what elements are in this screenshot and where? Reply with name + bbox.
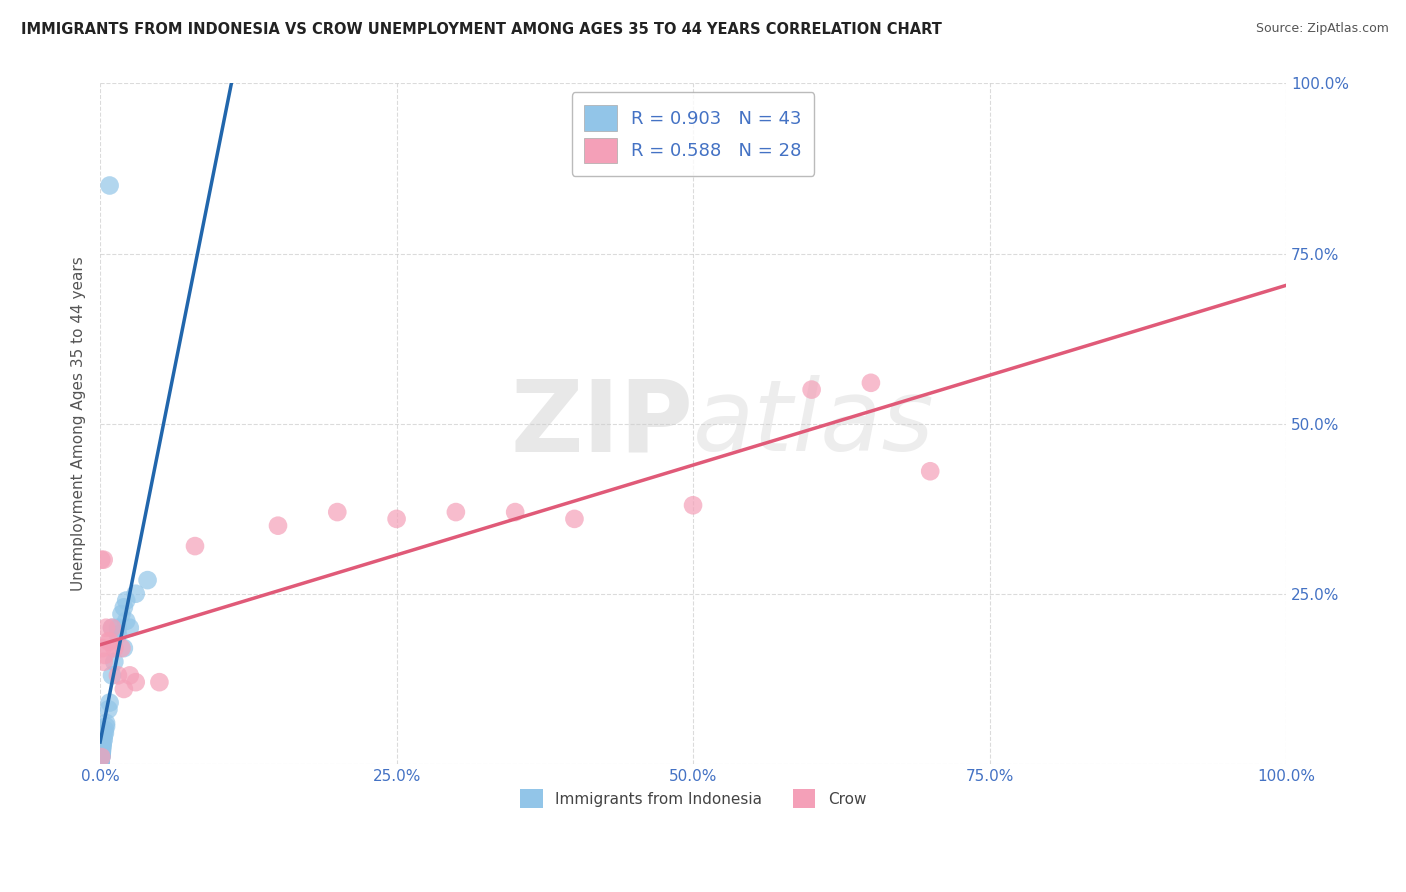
Point — [118, 668, 141, 682]
Point — [90, 750, 112, 764]
Point — [90, 753, 112, 767]
Text: ZIP: ZIP — [510, 376, 693, 472]
Point — [101, 621, 124, 635]
Point — [859, 376, 882, 390]
Point — [97, 702, 120, 716]
Point — [110, 641, 132, 656]
Point — [98, 178, 121, 193]
Point — [91, 738, 114, 752]
Point — [136, 573, 159, 587]
Point — [444, 505, 467, 519]
Point — [267, 518, 290, 533]
Point — [101, 668, 124, 682]
Point — [90, 742, 112, 756]
Point — [115, 614, 138, 628]
Point — [90, 751, 112, 765]
Y-axis label: Unemployment Among Ages 35 to 44 years: Unemployment Among Ages 35 to 44 years — [72, 256, 86, 591]
Point — [93, 655, 115, 669]
Point — [107, 627, 129, 641]
Point — [90, 552, 112, 566]
Point — [97, 634, 120, 648]
Point — [90, 756, 112, 770]
Point — [800, 383, 823, 397]
Point — [90, 750, 112, 764]
Point — [90, 753, 112, 767]
Point — [90, 749, 112, 764]
Point — [101, 621, 124, 635]
Point — [107, 668, 129, 682]
Point — [93, 552, 115, 566]
Point — [920, 464, 942, 478]
Point — [91, 641, 114, 656]
Point — [94, 719, 117, 733]
Point — [110, 607, 132, 621]
Point — [98, 696, 121, 710]
Point — [90, 755, 112, 769]
Point — [90, 747, 112, 761]
Point — [94, 648, 117, 662]
Point — [107, 621, 129, 635]
Point — [103, 641, 125, 656]
Text: IMMIGRANTS FROM INDONESIA VS CROW UNEMPLOYMENT AMONG AGES 35 TO 44 YEARS CORRELA: IMMIGRANTS FROM INDONESIA VS CROW UNEMPL… — [21, 22, 942, 37]
Point — [125, 587, 148, 601]
Point — [385, 512, 408, 526]
Point — [118, 621, 141, 635]
Point — [94, 716, 117, 731]
Point — [91, 736, 114, 750]
Text: atlas: atlas — [693, 376, 935, 472]
Point — [112, 641, 135, 656]
Point — [125, 675, 148, 690]
Point — [503, 505, 526, 519]
Point — [90, 750, 112, 764]
Point — [94, 726, 117, 740]
Point — [115, 593, 138, 607]
Point — [90, 747, 112, 762]
Point — [94, 723, 117, 737]
Point — [184, 539, 207, 553]
Point — [682, 498, 704, 512]
Point — [93, 730, 115, 744]
Point — [112, 681, 135, 696]
Point — [326, 505, 349, 519]
Point — [93, 733, 115, 747]
Point — [98, 634, 121, 648]
Point — [90, 747, 112, 762]
Point — [90, 752, 112, 766]
Text: Source: ZipAtlas.com: Source: ZipAtlas.com — [1256, 22, 1389, 36]
Point — [91, 739, 114, 754]
Point — [90, 748, 112, 763]
Point — [148, 675, 170, 690]
Point — [103, 655, 125, 669]
Legend: Immigrants from Indonesia, Crow: Immigrants from Indonesia, Crow — [513, 783, 872, 814]
Point — [112, 600, 135, 615]
Point — [90, 743, 112, 757]
Point — [90, 746, 112, 760]
Point — [90, 745, 112, 759]
Point — [94, 621, 117, 635]
Point — [564, 512, 586, 526]
Point — [90, 754, 112, 768]
